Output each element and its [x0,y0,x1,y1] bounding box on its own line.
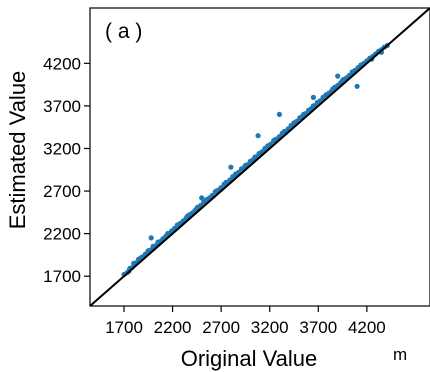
data-point [281,128,287,135]
data-point [330,86,336,92]
data-point [320,94,326,100]
data-point [272,137,278,143]
data-point [223,179,229,186]
data-point [199,195,205,201]
data-point [255,133,261,139]
unit-label: m [393,345,407,364]
data-point [228,164,234,170]
y-axis-ticks: 1700 2200 2700 3200 3700 4200 [43,54,90,286]
data-point [340,77,346,83]
y-tick-label: 3700 [43,97,81,116]
data-point [204,197,210,203]
data-point [310,103,316,109]
data-point [242,162,248,169]
data-point [335,73,341,79]
data-point [262,145,268,152]
data-point [349,69,355,75]
x-tick-label: 4200 [348,318,386,337]
y-tick-label: 2700 [43,182,81,201]
panel-label: ( a ) [105,20,142,43]
x-tick-label: 3700 [299,318,337,337]
data-point [354,83,360,89]
data-point [148,235,154,241]
plot-frame [89,7,430,307]
x-axis-title: Original Value [181,346,318,371]
data-point [194,205,200,211]
data-point [213,188,219,194]
y-tick-label: 2200 [43,225,81,244]
x-axis-ticks: 1700 2200 2700 3200 3700 4200 [105,306,386,337]
y-tick-label: 3200 [43,139,81,158]
y-tick-label: 4200 [43,54,81,73]
x-tick-label: 2200 [154,318,192,337]
data-point [174,222,180,228]
x-tick-label: 2700 [202,318,240,337]
data-point [165,231,171,237]
data-point [155,239,161,245]
y-tick-label: 1700 [43,267,81,286]
data-point [233,171,239,177]
data-point [276,111,282,117]
x-tick-label: 3200 [251,318,289,337]
data-point [184,214,190,220]
reference-line [89,7,430,307]
data-point [310,94,316,100]
data-point [145,248,151,254]
x-tick-label: 1700 [105,318,143,337]
y-axis-title: Estimated Value [5,71,30,230]
data-point [252,154,258,160]
data-point [291,120,297,126]
data-point [301,111,307,117]
